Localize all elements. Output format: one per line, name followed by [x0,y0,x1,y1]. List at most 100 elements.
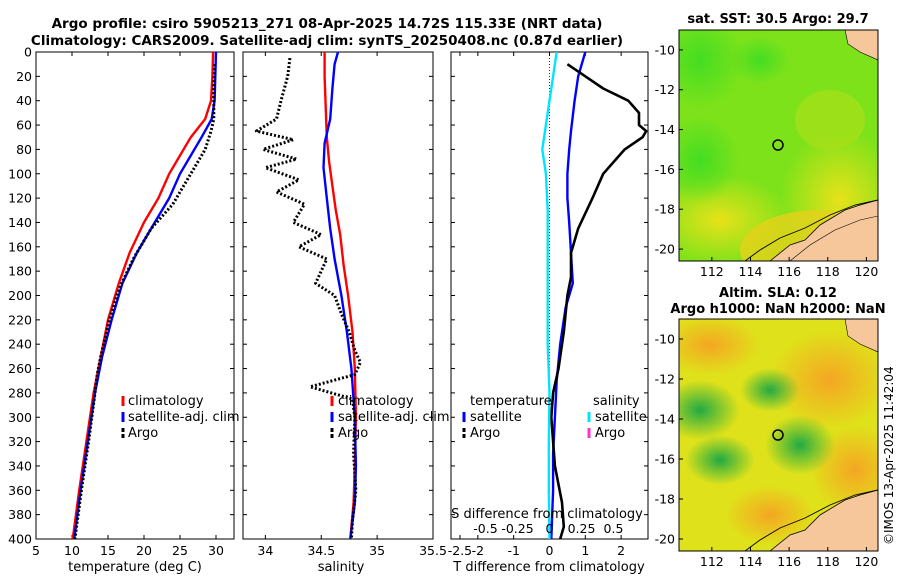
s-tick-label: 0.25 [568,521,596,536]
y-tick-label: 160 [8,239,32,254]
map-x-tick-label: 120 [854,264,878,279]
sla-low-patch [685,435,755,485]
map-y-tick-label: -14 [655,122,675,137]
title-line-1: Argo profile: csiro 5905213_271 08-Apr-2… [52,16,603,32]
x-tick-label: 30 [208,543,224,558]
y-tick-label: 320 [8,434,32,449]
series-line-argo [73,64,217,539]
sst-map-frame [678,29,879,262]
temperature-x-ticks: 5 10 15 20 25 30 [32,52,224,558]
x-tick-label: 34.5 [307,543,335,558]
salinity-lines [254,52,362,539]
map-y-tick-label: -16 [655,452,675,467]
x-tick-label: 35.5 [419,543,447,558]
temperature-lines [71,52,218,539]
salinity-legend: climatology satellite-adj. clim Argo [330,394,450,441]
salinity-xlabel: salinity [318,560,365,575]
s-difference-top-ticks: -0.5 -0.25 0 0.25 0.5 [473,521,623,536]
s-tick-label: 0.5 [604,521,624,536]
map-y-tick-label: -20 [655,242,675,257]
map-y-tick-label: -12 [655,82,675,97]
map-y-tick-label: -10 [655,332,675,347]
map-y-tick-label: -18 [655,202,675,217]
legend-t-argo-label: Argo [470,426,500,441]
difference-lines [541,52,648,539]
sst-cool-patch [679,30,745,110]
map-x-tick-label: 118 [816,554,840,569]
y-tick-label: 340 [8,458,32,473]
y-tick-label: 300 [8,410,32,425]
legend-t-satellite-label: satellite [470,410,522,425]
y-tick-label: 80 [16,142,32,157]
sst-coast-contour [744,199,878,261]
sst-land-northeast [844,30,878,61]
s-tick-label: -0.5 [473,521,497,536]
map-x-tick-label: 114 [739,264,763,279]
temperature-legend: climatology satellite-adj. clim Argo [121,394,240,441]
difference-xlabel: T difference from climatology [452,560,645,575]
legend-s-satellite-label: satellite [595,410,647,425]
y-tick-label: 120 [8,191,32,206]
map-x-tick-label: 112 [700,554,724,569]
y-tick-label: 360 [8,483,32,498]
map-x-tick-label: 116 [777,554,801,569]
sla-map-y-ticks: -10 -12 -14 -16 -18 -20 [655,332,683,547]
sst-cool-patch [730,35,790,85]
y-tick-label: 200 [8,288,32,303]
sla-map-title-1: Altim. SLA: 0.12 [719,286,837,301]
x-tick-label: 10 [64,543,80,558]
y-tick-label: 60 [16,118,32,133]
legend-argo-label: Argo [338,426,368,441]
map-x-tick-label: 120 [854,554,878,569]
difference-panel: -2.5 -2 -1 0 1 2 T difference from climatolog… [448,51,649,575]
y-tick-label: 40 [16,93,32,108]
s-tick-label: 0 [546,521,554,536]
y-tick-label: 260 [8,361,32,376]
salinity-axes-box [242,51,434,540]
legend-satellite-label: satellite-adj. clim [128,410,240,425]
salinity-x-ticks: 34 34.5 35 35.5 [257,52,447,558]
sla-land-southeast [769,489,878,551]
sst-map-title: sat. SST: 30.5 Argo: 29.7 [687,12,868,27]
sla-high-patch [679,319,760,375]
legend-satellite-label: satellite-adj. clim [338,410,450,425]
sst-map-y-ticks: -10 -12 -14 -16 -18 -20 [655,42,683,257]
map-y-tick-label: -12 [655,372,675,387]
difference-legend-right: salinity satellite Argo [587,394,647,441]
temperature-axes-box [35,51,235,540]
sst-argo-marker [772,139,784,151]
legend-climatology-label: climatology [128,394,204,409]
y-tick-label: 0 [24,45,32,60]
series-line-t-argo [550,63,648,539]
y-tick-label: 240 [8,337,32,352]
y-tick-label: 400 [8,532,32,547]
map-y-tick-label: -18 [655,492,675,507]
imos-credit: ©IMOS 13-Apr-2025 11:42:04 [882,366,896,545]
map-x-tick-label: 118 [816,264,840,279]
x-tick-label: 5 [32,543,40,558]
legend-s-argo-label: Argo [595,426,625,441]
x-tick-label: 20 [136,543,152,558]
temperature-xlabel: temperature (deg C) [68,560,202,575]
x-tick-label: 35 [369,543,385,558]
y-tick-label: 140 [8,215,32,230]
s-tick-label: -0.25 [501,521,533,536]
sla-high-patch [770,330,878,430]
y-tick-label: 220 [8,312,32,327]
sla-low-patch [765,415,835,475]
map-x-tick-label: 112 [700,264,724,279]
sla-map-frame [678,318,879,552]
title-line-2: Climatology: CARS2009. Satellite-adj cli… [31,33,623,49]
sla-map-title-2: Argo h1000: NaN h2000: NaN [670,302,885,317]
salinity-panel: 34 34.5 35 35.5 salinity climatology satell… [242,51,450,575]
legend-argo-label: Argo [128,426,158,441]
x-tick-label: -1 [507,543,519,558]
map-x-tick-label: 114 [739,554,763,569]
sst-depth-contour [789,215,878,261]
y-tick-label: 20 [16,69,32,84]
difference-legend-left: temperature satellite Argo [462,394,552,441]
y-tick-label: 180 [8,264,32,279]
map-y-tick-label: -16 [655,162,675,177]
difference-x-ticks: -2.5 -2 -1 0 1 2 [448,52,625,558]
map-y-tick-label: -14 [655,412,675,427]
